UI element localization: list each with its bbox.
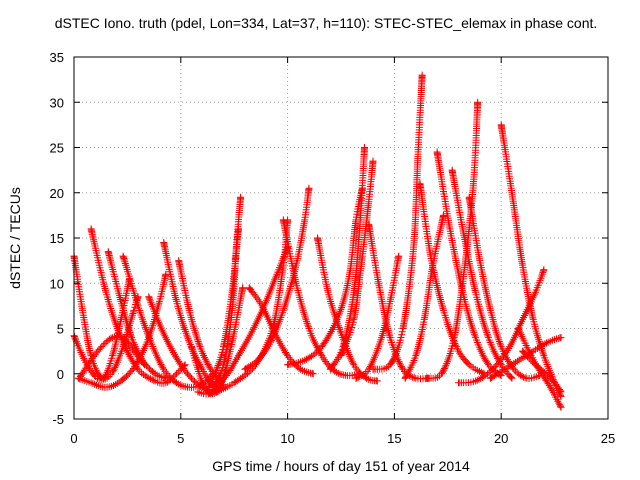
series-arc-17 — [241, 184, 313, 373]
data-point-markers — [465, 193, 544, 382]
y-tick-label: 0 — [57, 367, 64, 382]
y-axis-ticks: -5 0 5 10 15 20 25 30 35 — [50, 50, 608, 427]
y-tick-label: 20 — [50, 186, 64, 201]
series-arc-15 — [211, 243, 292, 391]
series-arc-32 — [465, 193, 544, 382]
series-arc-08 — [145, 293, 227, 394]
series-arc-24 — [365, 220, 433, 383]
data-point-markers — [211, 243, 292, 391]
series-arc-25 — [352, 252, 403, 382]
chart-title: dSTEC Iono. truth (pdel, Lon=334, Lat=37… — [55, 15, 598, 31]
y-axis-label: dSTEC / TECUs — [7, 187, 23, 289]
y-tick-label: -5 — [52, 412, 64, 427]
y-tick-label: 30 — [50, 95, 64, 110]
x-axis-label: GPS time / hours of day 151 of year 2014 — [212, 458, 470, 474]
data-point-markers — [209, 193, 245, 391]
x-tick-label: 0 — [70, 431, 77, 446]
data-point-markers — [401, 211, 447, 382]
series-arc-14 — [209, 193, 245, 391]
x-axis-ticks: 0 5 10 15 20 25 — [70, 57, 615, 446]
y-tick-label: 5 — [57, 322, 64, 337]
data-point-markers — [369, 71, 426, 373]
data-point-markers — [74, 270, 170, 391]
data-point-markers — [365, 220, 433, 383]
x-tick-label: 15 — [387, 431, 401, 446]
x-tick-label: 5 — [177, 431, 184, 446]
data-point-markers — [145, 293, 227, 394]
data-point-markers — [497, 121, 565, 400]
series-arc-07 — [74, 270, 170, 391]
y-tick-label: 10 — [50, 276, 64, 291]
grid-lines — [74, 57, 608, 419]
series-arc-33 — [497, 121, 565, 400]
x-tick-label: 10 — [280, 431, 294, 446]
data-point-markers — [279, 216, 364, 380]
data-point-markers — [433, 148, 505, 380]
data-point-markers — [241, 184, 313, 373]
x-tick-label: 25 — [601, 431, 615, 446]
y-tick-label: 35 — [50, 50, 64, 65]
series-arc-29 — [433, 148, 505, 380]
series-arc-19 — [279, 216, 364, 380]
series-arc-37 — [519, 347, 565, 396]
series-arc-26 — [369, 71, 426, 373]
series-arc-27 — [401, 211, 447, 382]
y-tick-label: 15 — [50, 231, 64, 246]
x-tick-label: 20 — [494, 431, 508, 446]
series-arc-21 — [284, 184, 366, 369]
data-point-markers — [519, 347, 565, 396]
data-point-markers — [284, 184, 366, 369]
y-tick-label: 25 — [50, 141, 64, 156]
data-point-markers — [352, 252, 403, 382]
data-series — [70, 71, 565, 411]
